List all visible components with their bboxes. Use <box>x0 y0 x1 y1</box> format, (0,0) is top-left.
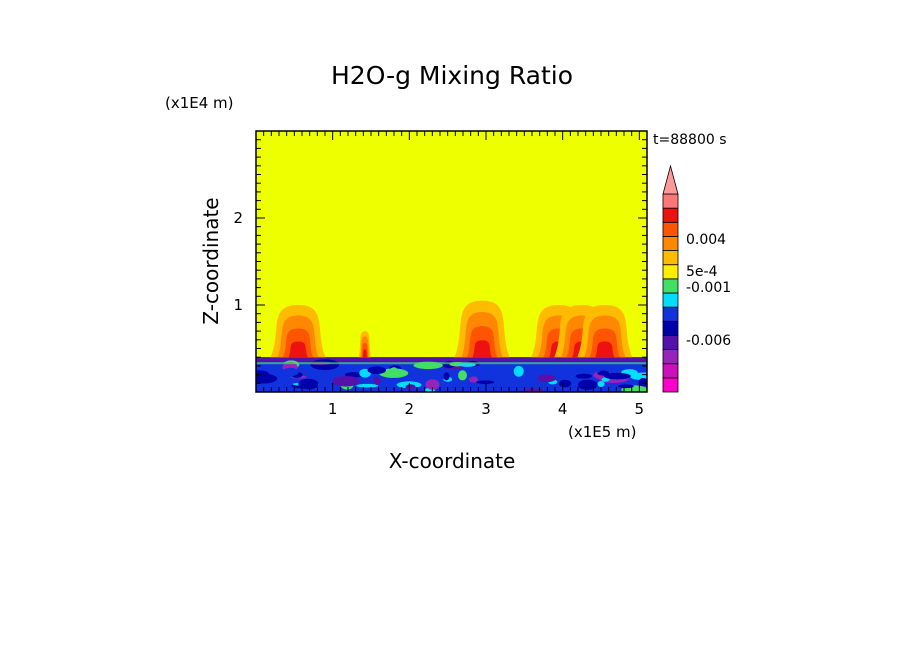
boundary-layer-cell <box>282 367 299 377</box>
plume-contour <box>472 340 492 358</box>
boundary-layer-cell <box>537 374 556 383</box>
colorbar-band <box>662 349 679 365</box>
colorbar-label: -0.006 <box>686 333 731 349</box>
colorbar-band <box>662 193 679 209</box>
y-tick-label: 2 <box>233 209 243 227</box>
time-label: t=88800 s <box>653 132 727 148</box>
boundary-layer-cell <box>483 372 499 380</box>
boundary-layer-cell <box>458 370 467 381</box>
boundary-layer-cell <box>577 379 598 390</box>
boundary-layer-cell <box>373 376 381 385</box>
boundary-layer-top <box>256 357 647 363</box>
y-unit-label: (x1E4 m) <box>165 94 234 112</box>
colorbar-band <box>662 335 679 350</box>
colorbar-label: 0.004 <box>686 232 726 248</box>
boundary-layer-cell <box>522 388 544 392</box>
boundary-layer-cell <box>378 368 409 378</box>
boundary-layer-cell <box>476 380 495 385</box>
boundary-layer-cell <box>558 379 572 388</box>
boundary-layer-cell <box>332 375 360 387</box>
boundary-layer-cell <box>638 377 647 387</box>
y-tick-label: 1 <box>233 296 243 314</box>
colorbar-band <box>662 292 679 308</box>
boundary-layer-cell <box>597 381 605 387</box>
colorbar-band <box>662 207 679 223</box>
boundary-layer-cell <box>498 369 514 373</box>
boundary-layer-cell <box>298 378 319 390</box>
boundary-layer-cell <box>443 372 450 381</box>
boundary-layer-cell <box>604 372 631 380</box>
colorbar-band <box>662 221 679 237</box>
colorbar-band <box>662 278 679 294</box>
chart-title: H2O-g Mixing Ratio <box>331 61 573 90</box>
y-axis: 12 <box>233 139 647 384</box>
plume-contour <box>362 349 367 358</box>
colorbar-band <box>662 363 679 379</box>
boundary-layer-cell <box>256 373 278 384</box>
colorbar-band <box>662 320 679 336</box>
y-axis-label: Z-coordinate <box>199 197 223 324</box>
colorbar-label: -0.001 <box>686 280 731 296</box>
colorbar-band <box>662 250 679 266</box>
x-unit-label: (x1E5 m) <box>568 423 637 441</box>
colorbar-band <box>662 264 679 280</box>
colorbar-band <box>662 306 679 322</box>
boundary-layer-cell <box>597 370 610 376</box>
colorbar-arrow <box>662 164 679 195</box>
colorbar-band <box>662 236 679 251</box>
boundary-layer-cell <box>594 363 601 373</box>
x-tick-label: 5 <box>635 400 645 418</box>
plume-contour <box>595 341 615 358</box>
boundary-layer-cell <box>617 384 634 389</box>
boundary-layer-cell <box>601 377 610 382</box>
plume-contour <box>288 341 308 358</box>
plot-area <box>256 131 647 392</box>
colorbar: 0.004 5e-4-0.001 -0.006 <box>662 164 731 393</box>
x-tick-label: 2 <box>405 400 415 418</box>
x-axis-label: X-coordinate <box>389 449 516 473</box>
boundary-layer-cell <box>469 376 479 383</box>
x-tick-label: 4 <box>558 400 568 418</box>
colorbar-band <box>662 377 679 393</box>
boundary-layer-cell <box>356 383 379 388</box>
x-axis: 1 2 3 4 5 <box>263 131 648 418</box>
boundary-layer-cell <box>367 366 387 374</box>
boundary-layer-cell <box>405 384 416 390</box>
x-tick-label: 3 <box>481 400 491 418</box>
x-tick-label: 1 <box>328 400 338 418</box>
boundary-layer-cell <box>575 373 593 379</box>
boundary-layer-cell <box>439 385 463 392</box>
boundary-layer-cell <box>540 362 553 372</box>
colorbar-label: 5e-4 <box>686 264 718 280</box>
boundary-layer-cell <box>513 365 524 377</box>
boundary-layer-cell <box>271 380 289 389</box>
boundary-layer-edge <box>256 362 647 365</box>
boundary-layer-cell <box>425 379 440 390</box>
